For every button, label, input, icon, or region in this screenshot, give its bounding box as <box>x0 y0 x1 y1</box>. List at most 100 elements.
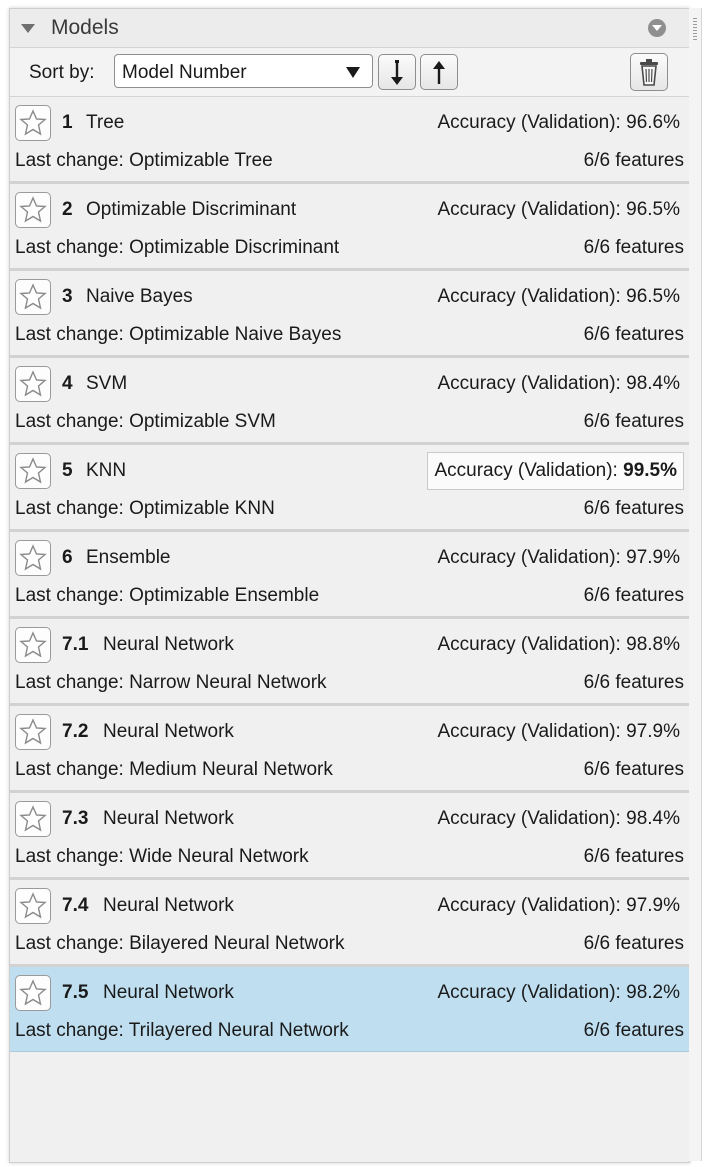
model-features: 6/6 features <box>583 324 684 345</box>
model-row[interactable]: 7.4 Neural Network Accuracy (Validation)… <box>10 880 689 967</box>
dropdown-caret-icon <box>346 67 360 78</box>
model-number: 1 <box>62 112 73 133</box>
model-features: 6/6 features <box>583 498 684 519</box>
star-outline-icon <box>19 718 47 745</box>
model-number: 6 <box>62 547 73 568</box>
model-accuracy: Accuracy (Validation): 97.9% <box>437 547 680 569</box>
model-name: Tree <box>86 112 125 133</box>
model-features: 6/6 features <box>583 672 684 693</box>
model-accuracy: Accuracy (Validation): 98.4% <box>437 373 680 395</box>
model-features: 6/6 features <box>583 759 684 780</box>
favorite-star-button[interactable] <box>15 540 51 576</box>
accuracy-label: Accuracy (Validation): <box>437 895 627 916</box>
accuracy-value: 98.2% <box>626 982 680 1003</box>
model-row[interactable]: 2 Optimizable Discriminant Accuracy (Val… <box>10 184 689 271</box>
panel-menu-icon[interactable] <box>648 19 666 37</box>
model-name: Neural Network <box>103 721 234 742</box>
model-last-change: Last change: Medium Neural Network <box>15 759 333 780</box>
model-features: 6/6 features <box>583 1020 684 1041</box>
model-features: 6/6 features <box>583 846 684 867</box>
sort-ascending-button[interactable] <box>420 54 458 90</box>
sort-label: Sort by: <box>29 62 95 83</box>
star-outline-icon <box>19 805 47 832</box>
model-row[interactable]: 7.1 Neural Network Accuracy (Validation)… <box>10 619 689 706</box>
model-accuracy: Accuracy (Validation): 98.8% <box>437 634 680 656</box>
model-row[interactable]: 1 Tree Accuracy (Validation): 96.6% Last… <box>10 97 689 184</box>
model-features: 6/6 features <box>583 585 684 606</box>
sort-dropdown[interactable]: Model Number <box>114 54 373 88</box>
favorite-star-button[interactable] <box>15 105 51 141</box>
models-panel: Models Sort by: Model Number <box>9 8 690 1163</box>
model-name: Neural Network <box>103 808 234 829</box>
model-features: 6/6 features <box>583 237 684 258</box>
model-last-change: Last change: Optimizable Discriminant <box>15 237 340 258</box>
star-outline-icon <box>19 892 47 919</box>
favorite-star-button[interactable] <box>15 801 51 837</box>
model-name: Naive Bayes <box>86 286 193 307</box>
model-name: Neural Network <box>103 895 234 916</box>
accuracy-label: Accuracy (Validation): <box>437 286 627 307</box>
accuracy-label: Accuracy (Validation): <box>437 721 627 742</box>
model-name: Neural Network <box>103 982 234 1003</box>
model-accuracy: Accuracy (Validation): 98.4% <box>437 808 680 830</box>
accuracy-label: Accuracy (Validation): <box>437 982 627 1003</box>
model-row[interactable]: 4 SVM Accuracy (Validation): 98.4% Last … <box>10 358 689 445</box>
model-number: 7.2 <box>62 721 89 742</box>
model-name: Neural Network <box>103 634 234 655</box>
sort-descending-button[interactable] <box>378 54 416 90</box>
arrow-down-icon <box>391 60 403 85</box>
model-last-change: Last change: Trilayered Neural Network <box>15 1020 349 1041</box>
accuracy-label: Accuracy (Validation): <box>437 112 627 133</box>
favorite-star-button[interactable] <box>15 453 51 489</box>
model-name: Optimizable Discriminant <box>86 199 297 220</box>
favorite-star-button[interactable] <box>15 888 51 924</box>
model-accuracy: Accuracy (Validation): 96.5% <box>437 199 680 221</box>
accuracy-value: 96.5% <box>626 199 680 220</box>
model-features: 6/6 features <box>583 150 684 171</box>
delete-model-button[interactable] <box>630 53 668 91</box>
model-row[interactable]: 7.2 Neural Network Accuracy (Validation)… <box>10 706 689 793</box>
favorite-star-button[interactable] <box>15 279 51 315</box>
model-number: 7.4 <box>62 895 89 916</box>
star-outline-icon <box>19 457 47 484</box>
accuracy-value: 96.6% <box>626 112 680 133</box>
star-outline-icon <box>19 370 47 397</box>
model-last-change: Last change: Bilayered Neural Network <box>15 933 345 954</box>
model-number: 3 <box>62 286 73 307</box>
star-outline-icon <box>19 631 47 658</box>
model-number: 4 <box>62 373 73 394</box>
favorite-star-button[interactable] <box>15 627 51 663</box>
model-number: 7.5 <box>62 982 89 1003</box>
favorite-star-button[interactable] <box>15 192 51 228</box>
model-number: 7.3 <box>62 808 89 829</box>
model-row[interactable]: 3 Naive Bayes Accuracy (Validation): 96.… <box>10 271 689 358</box>
accuracy-value: 96.5% <box>626 286 680 307</box>
model-row[interactable]: 6 Ensemble Accuracy (Validation): 97.9% … <box>10 532 689 619</box>
model-features: 6/6 features <box>583 933 684 954</box>
model-last-change: Last change: Optimizable Naive Bayes <box>15 324 342 345</box>
accuracy-label: Accuracy (Validation): <box>437 373 627 394</box>
model-name: Ensemble <box>86 547 171 568</box>
vertical-scrollbar[interactable] <box>689 8 702 1161</box>
model-row-selected[interactable]: 7.5 Neural Network Accuracy (Validation)… <box>10 967 689 1052</box>
favorite-star-button[interactable] <box>15 366 51 402</box>
model-name: SVM <box>86 373 128 394</box>
favorite-star-button[interactable] <box>15 975 51 1011</box>
favorite-star-button[interactable] <box>15 714 51 750</box>
scrollbar-grip-icon[interactable] <box>693 18 697 42</box>
accuracy-value: 98.4% <box>626 808 680 829</box>
model-name: KNN <box>86 460 127 481</box>
model-number: 7.1 <box>62 634 89 655</box>
model-last-change: Last change: Narrow Neural Network <box>15 672 327 693</box>
sort-dropdown-value: Model Number <box>122 62 247 83</box>
model-accuracy: Accuracy (Validation): 97.9% <box>437 721 680 743</box>
accuracy-value: 97.9% <box>626 547 680 568</box>
trash-icon <box>640 59 658 86</box>
model-number: 5 <box>62 460 73 481</box>
model-number: 2 <box>62 199 73 220</box>
best-model-accuracy: Accuracy (Validation): 99.5% <box>427 452 684 490</box>
model-row[interactable]: 7.3 Neural Network Accuracy (Validation)… <box>10 793 689 880</box>
accuracy-value: 98.8% <box>626 634 680 655</box>
model-row[interactable]: 5 KNN Accuracy (Validation): 99.5% Last … <box>10 445 689 532</box>
collapse-triangle-icon[interactable] <box>21 24 35 33</box>
